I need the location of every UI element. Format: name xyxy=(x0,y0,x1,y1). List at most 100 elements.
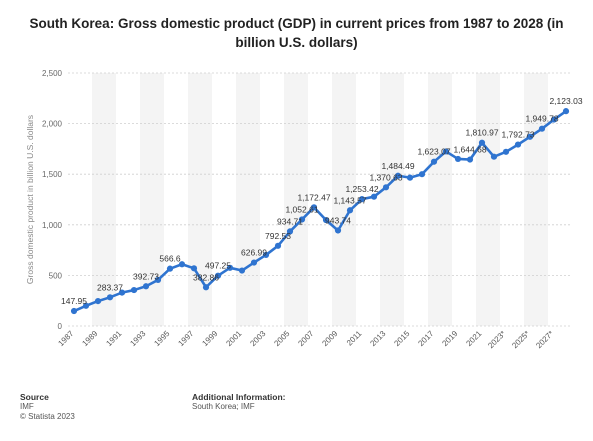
data-point xyxy=(226,264,234,271)
data-point xyxy=(202,284,210,291)
background-band xyxy=(380,73,404,326)
y-tick-label: 2,500 xyxy=(42,69,63,78)
additional-info-heading: Additional Information: xyxy=(192,392,286,402)
data-point xyxy=(310,204,318,211)
background-band xyxy=(332,73,356,326)
data-point xyxy=(430,158,438,165)
data-point xyxy=(442,148,450,155)
data-point xyxy=(502,148,510,155)
x-tick-label: 2009 xyxy=(320,329,339,348)
data-point xyxy=(142,283,150,290)
y-tick-label: 1,500 xyxy=(42,170,63,179)
data-label: 1,253.42 xyxy=(345,184,378,194)
data-point xyxy=(358,196,366,203)
chart-title: South Korea: Gross domestic product (GDP… xyxy=(29,16,564,50)
x-tick-label: 1989 xyxy=(80,329,99,348)
data-point xyxy=(214,272,222,279)
data-label: 283.37 xyxy=(97,282,123,292)
additional-info-text: South Korea; IMF xyxy=(192,402,255,411)
copyright-text: © Statista 2023 xyxy=(20,412,75,421)
data-point xyxy=(382,184,390,191)
data-point xyxy=(466,156,474,163)
x-tick-label: 2001 xyxy=(224,329,243,348)
data-point xyxy=(334,227,342,234)
y-axis-label: Gross domestic product in billion U.S. d… xyxy=(25,115,35,284)
x-tick-label: 1995 xyxy=(152,329,171,348)
data-label: 1,792.73 xyxy=(501,130,534,140)
additional-info-block: Additional Information: South Korea; IMF xyxy=(192,392,286,412)
data-label: 943.74 xyxy=(325,215,351,225)
x-tick-label: 1993 xyxy=(128,329,147,348)
data-point xyxy=(70,307,78,315)
source-heading: Source xyxy=(20,392,49,402)
data-label: 1,949.78 xyxy=(525,114,558,124)
data-label: 566.6 xyxy=(159,254,181,264)
data-point xyxy=(562,108,570,115)
data-point xyxy=(238,267,246,274)
data-label: 147.95 xyxy=(61,296,87,306)
data-label: 1,810.97 xyxy=(465,128,498,138)
x-tick-label: 1991 xyxy=(104,329,123,348)
x-tick-label: 2011 xyxy=(345,329,364,348)
data-point xyxy=(274,242,282,249)
data-point xyxy=(82,302,90,309)
data-point xyxy=(454,155,462,163)
x-tick-label: 1997 xyxy=(176,329,195,348)
data-point xyxy=(418,171,426,178)
x-tick-label: 1999 xyxy=(200,329,219,348)
data-point xyxy=(250,259,258,266)
data-label: 1,172.47 xyxy=(297,192,330,202)
data-point xyxy=(106,294,114,301)
y-tick-label: 500 xyxy=(49,271,63,280)
data-point xyxy=(322,216,330,224)
y-tick-label: 2,000 xyxy=(42,120,63,129)
source-text: IMF xyxy=(20,402,34,411)
data-point xyxy=(478,139,486,146)
background-band xyxy=(284,73,308,326)
background-band xyxy=(476,73,500,326)
background-band xyxy=(236,73,260,326)
data-label: 2,123.03 xyxy=(549,96,582,106)
x-tick-label: 2005 xyxy=(272,329,291,348)
data-label: 1,484.49 xyxy=(381,161,414,171)
x-tick-label: 2027* xyxy=(534,329,555,350)
data-point xyxy=(538,125,546,132)
data-label: 792.53 xyxy=(265,231,291,241)
data-point xyxy=(406,174,414,181)
data-label: 497.25 xyxy=(205,261,231,271)
data-label: 626.99 xyxy=(241,248,267,258)
data-label: 1,052.61 xyxy=(285,204,318,214)
x-tick-label: 2021 xyxy=(464,329,483,348)
background-band xyxy=(524,73,548,326)
x-tick-label: 2003 xyxy=(248,329,267,348)
data-point xyxy=(178,261,186,268)
x-axis-tick-labels: 1987 1989 1991 1993 1995 1997 1999 2001 2003 2005… xyxy=(56,329,555,351)
x-tick-label: 2017 xyxy=(416,329,435,348)
background-band xyxy=(428,73,452,326)
alternating-bands xyxy=(92,73,548,326)
data-label: 1,623.07 xyxy=(417,147,450,157)
x-tick-label: 2019 xyxy=(440,329,459,348)
data-point xyxy=(550,116,558,123)
data-point xyxy=(526,133,534,140)
data-point xyxy=(130,286,138,294)
source-block: Source IMF © Statista 2023 xyxy=(20,392,75,422)
data-point xyxy=(262,251,270,259)
data-point xyxy=(166,265,174,272)
data-point xyxy=(394,172,402,179)
y-tick-label: 0 xyxy=(58,322,63,331)
data-point xyxy=(190,265,198,272)
background-band xyxy=(92,73,116,326)
data-point xyxy=(346,207,354,214)
data-point xyxy=(154,276,162,284)
y-axis-tick-labels: 0 500 1,000 1,500 2,000 2,500 xyxy=(42,69,63,331)
x-tick-label: 2025* xyxy=(510,329,531,350)
x-tick-label: 1987 xyxy=(56,329,75,348)
x-tick-label: 2015 xyxy=(392,329,411,348)
data-points xyxy=(70,108,570,315)
x-tick-label: 2007 xyxy=(296,329,315,348)
data-label: 1,370.63 xyxy=(369,172,402,182)
data-label: 934.71 xyxy=(277,216,303,226)
